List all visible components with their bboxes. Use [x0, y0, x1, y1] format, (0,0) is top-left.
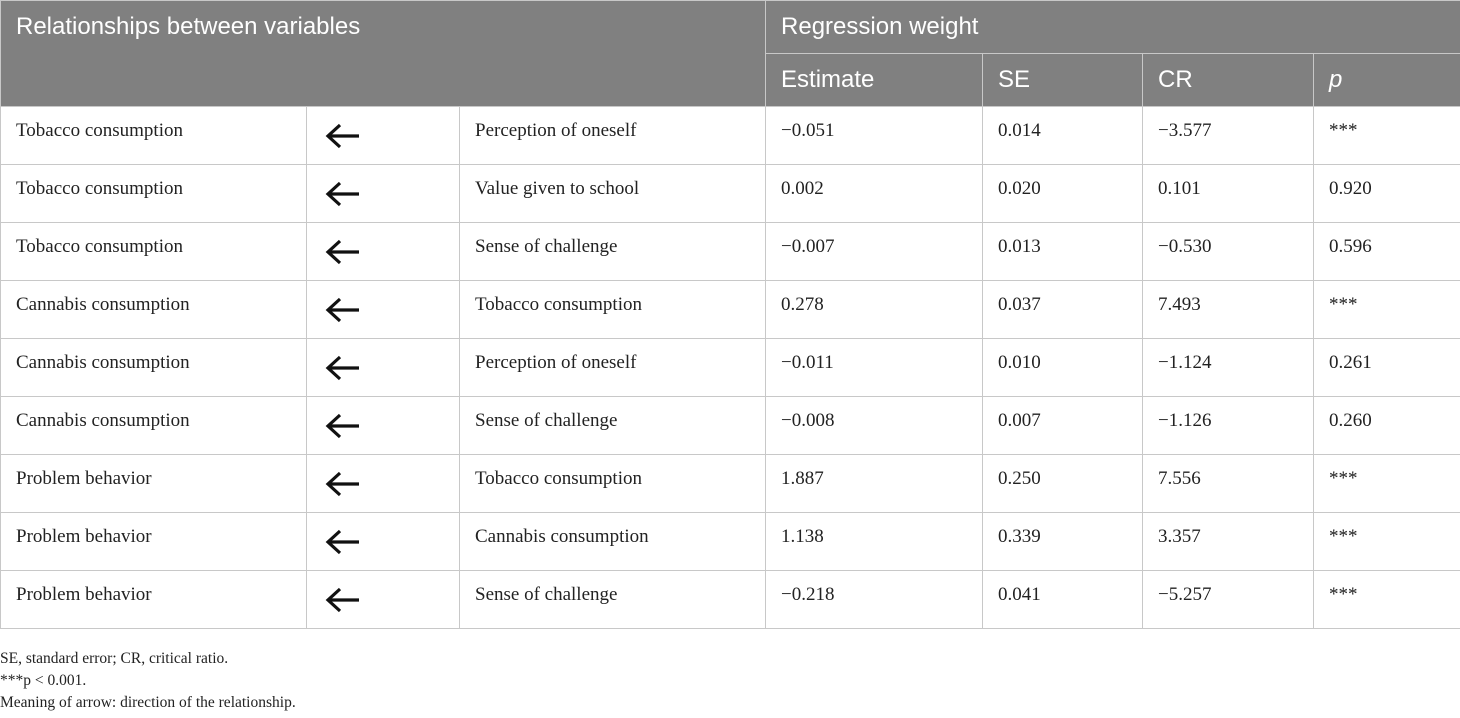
table-row: Tobacco consumption Perception of oneself…	[0, 106, 1460, 165]
p-value-cell: ***	[1313, 570, 1460, 629]
predictor-variable-cell: Cannabis consumption	[458, 512, 767, 571]
p-value-cell: 0.920	[1313, 164, 1460, 223]
cr-cell: −1.126	[1142, 396, 1315, 455]
arrow-cell	[306, 570, 460, 629]
predictor-variable-cell: Perception of oneself	[458, 106, 767, 165]
se-cell: 0.041	[982, 570, 1144, 629]
table-row: Problem behavior Tobacco consumption 1.887…	[0, 454, 1460, 513]
header-p: p	[1313, 53, 1460, 107]
predictor-variable-cell: Tobacco consumption	[458, 280, 767, 339]
table-row: Tobacco consumption Value given to school…	[0, 164, 1460, 223]
header-cr: CR	[1142, 53, 1315, 107]
table-row: Cannabis consumption Perception of onesel…	[0, 338, 1460, 397]
header-relationships: Relationships between variables	[0, 0, 767, 107]
dependent-variable-cell: Tobacco consumption	[0, 106, 307, 165]
arrow-cell	[306, 454, 460, 513]
se-cell: 0.010	[982, 338, 1144, 397]
cr-cell: −5.257	[1142, 570, 1315, 629]
table-row: Problem behavior Cannabis consumption 1.13…	[0, 512, 1460, 571]
header-se: SE	[982, 53, 1144, 107]
se-cell: 0.339	[982, 512, 1144, 571]
estimate-cell: 0.278	[765, 280, 984, 339]
estimate-cell: −0.008	[765, 396, 984, 455]
p-value-cell: 0.260	[1313, 396, 1460, 455]
estimate-cell: 0.002	[765, 164, 984, 223]
p-value-cell: ***	[1313, 280, 1460, 339]
table-row: Tobacco consumption Sense of challenge −0.…	[0, 222, 1460, 281]
p-value-cell: 0.596	[1313, 222, 1460, 281]
cr-cell: 0.101	[1142, 164, 1315, 223]
left-arrow-icon	[325, 355, 359, 380]
left-arrow-icon	[325, 529, 359, 554]
arrow-cell	[306, 106, 460, 165]
note-abbreviations: SE, standard error; CR, critical ratio.	[0, 650, 229, 667]
arrow-cell	[306, 222, 460, 281]
table-body: Tobacco consumption Perception of oneself…	[0, 106, 1460, 629]
cr-cell: −0.530	[1142, 222, 1315, 281]
left-arrow-icon	[325, 471, 359, 496]
left-arrow-icon	[325, 297, 359, 322]
predictor-variable-cell: Sense of challenge	[458, 396, 767, 455]
left-arrow-icon	[325, 123, 359, 148]
estimate-cell: 1.887	[765, 454, 984, 513]
table-row: Problem behavior Sense of challenge −0.218…	[0, 570, 1460, 629]
arrow-cell	[306, 512, 460, 571]
cr-cell: 3.357	[1142, 512, 1315, 571]
se-cell: 0.037	[982, 280, 1144, 339]
left-arrow-icon	[325, 413, 359, 438]
estimate-cell: −0.218	[765, 570, 984, 629]
se-cell: 0.250	[982, 454, 1144, 513]
table-row: Cannabis consumption Tobacco consumption 0…	[0, 280, 1460, 339]
dependent-variable-cell: Problem behavior	[0, 512, 307, 571]
cr-cell: 7.556	[1142, 454, 1315, 513]
estimate-cell: −0.011	[765, 338, 984, 397]
p-value-cell: ***	[1313, 512, 1460, 571]
left-arrow-icon	[325, 587, 359, 612]
header-relationships-label: Relationships between variables	[16, 13, 361, 40]
estimate-cell: −0.007	[765, 222, 984, 281]
predictor-variable-cell: Value given to school	[458, 164, 767, 223]
regression-table: Relationships between variables Regressi…	[0, 0, 1460, 629]
dependent-variable-cell: Tobacco consumption	[0, 164, 307, 223]
dependent-variable-cell: Tobacco consumption	[0, 222, 307, 281]
note-significance: ***p < 0.001.	[0, 672, 87, 689]
dependent-variable-cell: Cannabis consumption	[0, 396, 307, 455]
dependent-variable-cell: Problem behavior	[0, 454, 307, 513]
note-arrow-meaning: Meaning of arrow: direction of the relat…	[0, 694, 296, 711]
cr-cell: −1.124	[1142, 338, 1315, 397]
dependent-variable-cell: Cannabis consumption	[0, 280, 307, 339]
table-notes: SE, standard error; CR, critical ratio. …	[0, 648, 296, 714]
se-cell: 0.020	[982, 164, 1144, 223]
left-arrow-icon	[325, 181, 359, 206]
header-estimate: Estimate	[765, 53, 984, 107]
estimate-cell: 1.138	[765, 512, 984, 571]
p-value-cell: ***	[1313, 454, 1460, 513]
arrow-cell	[306, 164, 460, 223]
left-arrow-icon	[325, 239, 359, 264]
table-row: Cannabis consumption Sense of challenge −0…	[0, 396, 1460, 455]
arrow-cell	[306, 396, 460, 455]
predictor-variable-cell: Tobacco consumption	[458, 454, 767, 513]
arrow-cell	[306, 280, 460, 339]
p-value-cell: ***	[1313, 106, 1460, 165]
dependent-variable-cell: Problem behavior	[0, 570, 307, 629]
se-cell: 0.013	[982, 222, 1144, 281]
se-cell: 0.007	[982, 396, 1144, 455]
header-regression-weight: Regression weight	[765, 0, 1460, 54]
estimate-cell: −0.051	[765, 106, 984, 165]
predictor-variable-cell: Perception of oneself	[458, 338, 767, 397]
dependent-variable-cell: Cannabis consumption	[0, 338, 307, 397]
cr-cell: 7.493	[1142, 280, 1315, 339]
arrow-cell	[306, 338, 460, 397]
predictor-variable-cell: Sense of challenge	[458, 222, 767, 281]
cr-cell: −3.577	[1142, 106, 1315, 165]
se-cell: 0.014	[982, 106, 1144, 165]
p-value-cell: 0.261	[1313, 338, 1460, 397]
predictor-variable-cell: Sense of challenge	[458, 570, 767, 629]
